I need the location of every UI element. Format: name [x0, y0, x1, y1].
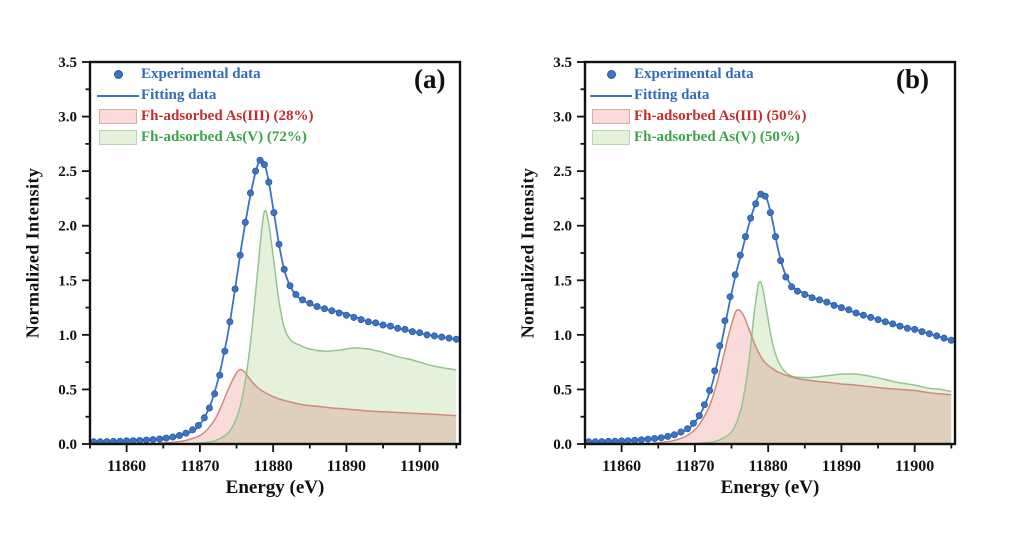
svg-text:11880: 11880 [254, 458, 293, 475]
legend-a: Experimental data Fitting data Fh-adsorb… [95, 64, 314, 148]
svg-text:11860: 11860 [602, 458, 641, 475]
legend-label: Experimental data [634, 66, 754, 82]
legend-label: Fitting data [634, 87, 710, 103]
legend-label: Fh-adsorbed As(V) (50%) [634, 129, 800, 145]
svg-text:0.5: 0.5 [553, 382, 572, 398]
svg-text:2.0: 2.0 [58, 219, 77, 235]
svg-text:3.5: 3.5 [553, 55, 572, 71]
x-axis-label-a: Energy (eV) [225, 477, 325, 498]
svg-text:1.5: 1.5 [553, 273, 572, 289]
x-axis-label-b: Energy (eV) [720, 477, 820, 498]
legend-b: Experimental data Fitting data Fh-adsorb… [588, 64, 807, 148]
experimental-dot-icon [113, 70, 123, 79]
legend-item-as5: Fh-adsorbed As(V) (50%) [588, 127, 807, 148]
svg-text:2.5: 2.5 [553, 164, 572, 180]
legend-item-as3: Fh-adsorbed As(III) (28%) [95, 106, 314, 127]
y-axis-label-a: Normalized Intensity [22, 167, 43, 339]
svg-text:0.5: 0.5 [58, 382, 77, 398]
panel-a-chart: 11860 11870 11880 11890 11900 0.0 0.5 1.0 1.5 2.0… [58, 55, 462, 475]
svg-text:11890: 11890 [327, 458, 366, 475]
svg-text:3.0: 3.0 [58, 110, 77, 126]
fitting-line-icon [97, 94, 139, 97]
legend-label: Fh-adsorbed As(V) (72%) [141, 129, 307, 145]
svg-text:11890: 11890 [822, 458, 861, 475]
svg-text:11870: 11870 [180, 458, 219, 475]
svg-text:1.0: 1.0 [553, 328, 572, 344]
legend-label: Fitting data [141, 87, 217, 103]
svg-text:11870: 11870 [675, 458, 714, 475]
fitting-line-icon [590, 94, 632, 97]
panel-b-chart: 11860 11870 11880 11890 11900 0.0 0.5 1.0 1.5 2.0… [553, 55, 957, 475]
as5-fill-swatch-icon [592, 130, 630, 145]
legend-item-experimental: Experimental data [95, 64, 314, 85]
as3-fill-swatch-icon [592, 109, 630, 124]
as5-fill-swatch-icon [99, 130, 137, 145]
legend-item-experimental: Experimental data [588, 64, 807, 85]
svg-text:11860: 11860 [107, 458, 146, 475]
svg-text:0.0: 0.0 [553, 437, 572, 453]
svg-text:2.5: 2.5 [58, 164, 77, 180]
y-axis-label-b: Normalized Intensity [517, 167, 538, 339]
legend-label: Fh-adsorbed As(III) (28%) [141, 108, 314, 124]
svg-text:11880: 11880 [749, 458, 788, 475]
panel-letter-b: (b) [896, 64, 929, 94]
svg-text:11900: 11900 [400, 458, 439, 475]
svg-text:2.0: 2.0 [553, 219, 572, 235]
svg-text:3.0: 3.0 [553, 110, 572, 126]
legend-item-as3: Fh-adsorbed As(III) (50%) [588, 106, 807, 127]
legend-label: Fh-adsorbed As(III) (50%) [634, 108, 807, 124]
legend-label: Experimental data [141, 66, 261, 82]
svg-text:1.5: 1.5 [58, 273, 77, 289]
svg-text:11900: 11900 [895, 458, 934, 475]
as3-fill-swatch-icon [99, 109, 137, 124]
experimental-dot-icon [606, 70, 616, 79]
legend-item-as5: Fh-adsorbed As(V) (72%) [95, 127, 314, 148]
svg-text:3.5: 3.5 [58, 55, 77, 71]
legend-item-fitting: Fitting data [95, 85, 314, 106]
legend-item-fitting: Fitting data [588, 85, 807, 106]
panel-letter-a: (a) [414, 64, 446, 94]
svg-text:1.0: 1.0 [58, 328, 77, 344]
svg-text:0.0: 0.0 [58, 437, 77, 453]
